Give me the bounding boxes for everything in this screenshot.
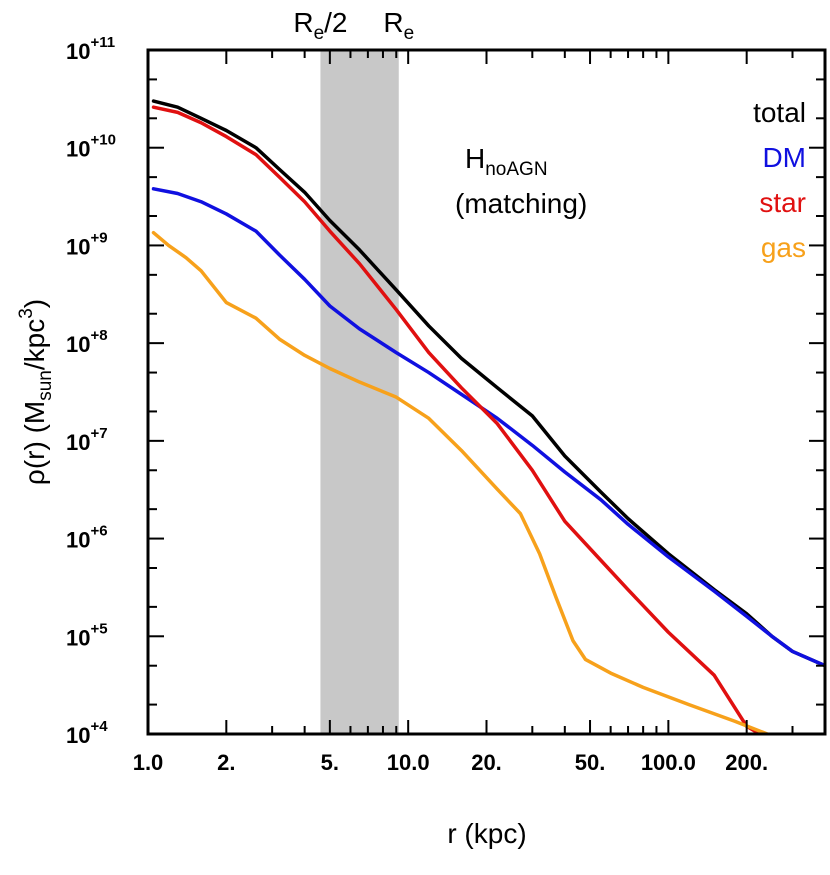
x-tick-label: 5. [321, 750, 339, 775]
effective-radius-label: Re [383, 7, 414, 44]
y-tick-label: 10+11 [66, 34, 115, 64]
x-axis-title: r (kpc) [447, 818, 526, 849]
half-effective-radius-label: Re/2 [293, 7, 347, 44]
x-tick-label: 50. [575, 750, 606, 775]
y-tick-label: 10+5 [66, 620, 108, 650]
y-tick-label: 10+4 [66, 718, 108, 748]
y-tick-label: 10+9 [66, 229, 108, 259]
legend-entry-gas: gas [761, 232, 806, 263]
series-line-dm [151, 187, 825, 668]
plot-frame [146, 48, 827, 736]
x-tick-label: 1.0 [133, 750, 164, 775]
x-tick-label: 20. [471, 750, 502, 775]
legend-entry-dm: DM [762, 142, 806, 173]
series-line-star [151, 105, 764, 734]
x-tick-label: 2. [217, 750, 235, 775]
series-line-gas [151, 230, 772, 734]
legend-entry-total: total [753, 97, 806, 128]
x-tick-label: 10.0 [387, 750, 430, 775]
model-annotation-subtitle: (matching) [455, 188, 587, 219]
series-line-total [151, 99, 825, 668]
y-tick-label: 10+6 [66, 523, 108, 553]
y-tick-label: 10+8 [66, 327, 108, 357]
y-axis-title: ρ(r) (Msun/kpc3) [16, 299, 56, 485]
y-tick-label: 10+7 [66, 425, 108, 455]
model-annotation: HnoAGN [465, 143, 548, 180]
x-tick-label: 100.0 [641, 750, 696, 775]
legend-entry-star: star [759, 187, 806, 218]
x-tick-label: 200. [725, 750, 768, 775]
y-tick-label: 10+10 [66, 132, 116, 162]
